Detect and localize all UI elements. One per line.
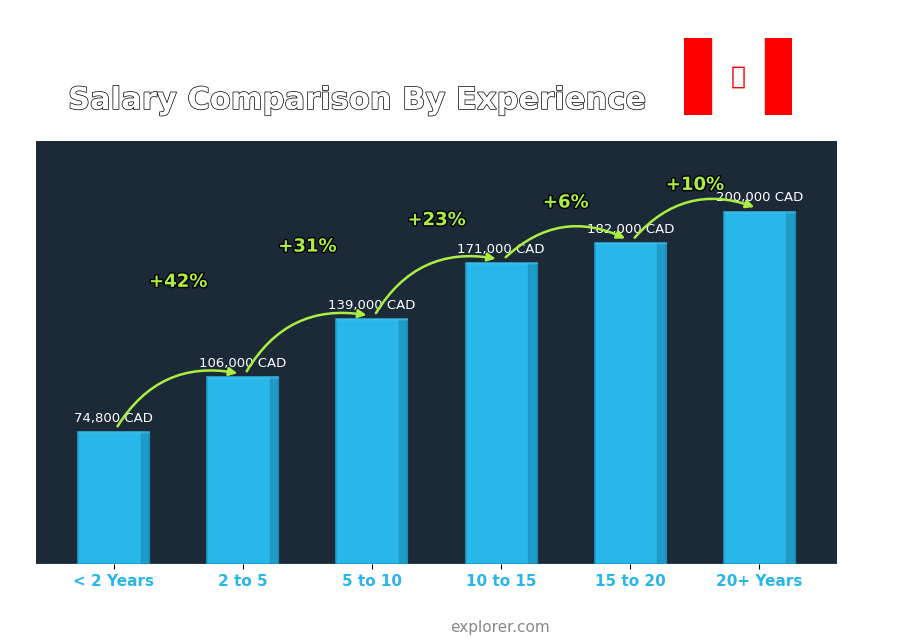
- Text: 182,000 CAD: 182,000 CAD: [587, 223, 674, 236]
- Bar: [595, 243, 666, 564]
- Text: Virtual / Augmented Reality Game Developer: Virtual / Augmented Reality Game Develop…: [68, 118, 509, 137]
- Polygon shape: [270, 377, 278, 564]
- Bar: [207, 377, 278, 564]
- Text: 200,000 CAD: 200,000 CAD: [716, 192, 803, 204]
- Bar: [684, 38, 711, 115]
- Polygon shape: [787, 212, 795, 564]
- Text: 106,000 CAD: 106,000 CAD: [199, 357, 286, 370]
- Text: Average Yearly Salary: Average Yearly Salary: [862, 256, 875, 385]
- Text: +42%: +42%: [149, 273, 207, 291]
- Bar: [78, 432, 149, 564]
- Text: Salary Comparison By Experience: Salary Comparison By Experience: [68, 86, 644, 115]
- Text: salary: salary: [398, 620, 450, 635]
- Bar: [765, 38, 792, 115]
- Polygon shape: [140, 432, 149, 564]
- Bar: [465, 263, 536, 564]
- Text: 🍁: 🍁: [731, 65, 745, 89]
- Text: +23%: +23%: [408, 211, 465, 229]
- Bar: [337, 319, 408, 564]
- Polygon shape: [657, 243, 666, 564]
- Text: +6%: +6%: [543, 194, 589, 212]
- Text: explorer.com: explorer.com: [450, 620, 550, 635]
- Text: +10%: +10%: [666, 176, 724, 194]
- Text: 139,000 CAD: 139,000 CAD: [328, 299, 416, 312]
- Polygon shape: [399, 319, 408, 564]
- Bar: [724, 212, 795, 564]
- Polygon shape: [528, 263, 536, 564]
- Text: 171,000 CAD: 171,000 CAD: [457, 242, 544, 256]
- Text: 74,800 CAD: 74,800 CAD: [74, 412, 153, 425]
- Text: +31%: +31%: [278, 238, 337, 256]
